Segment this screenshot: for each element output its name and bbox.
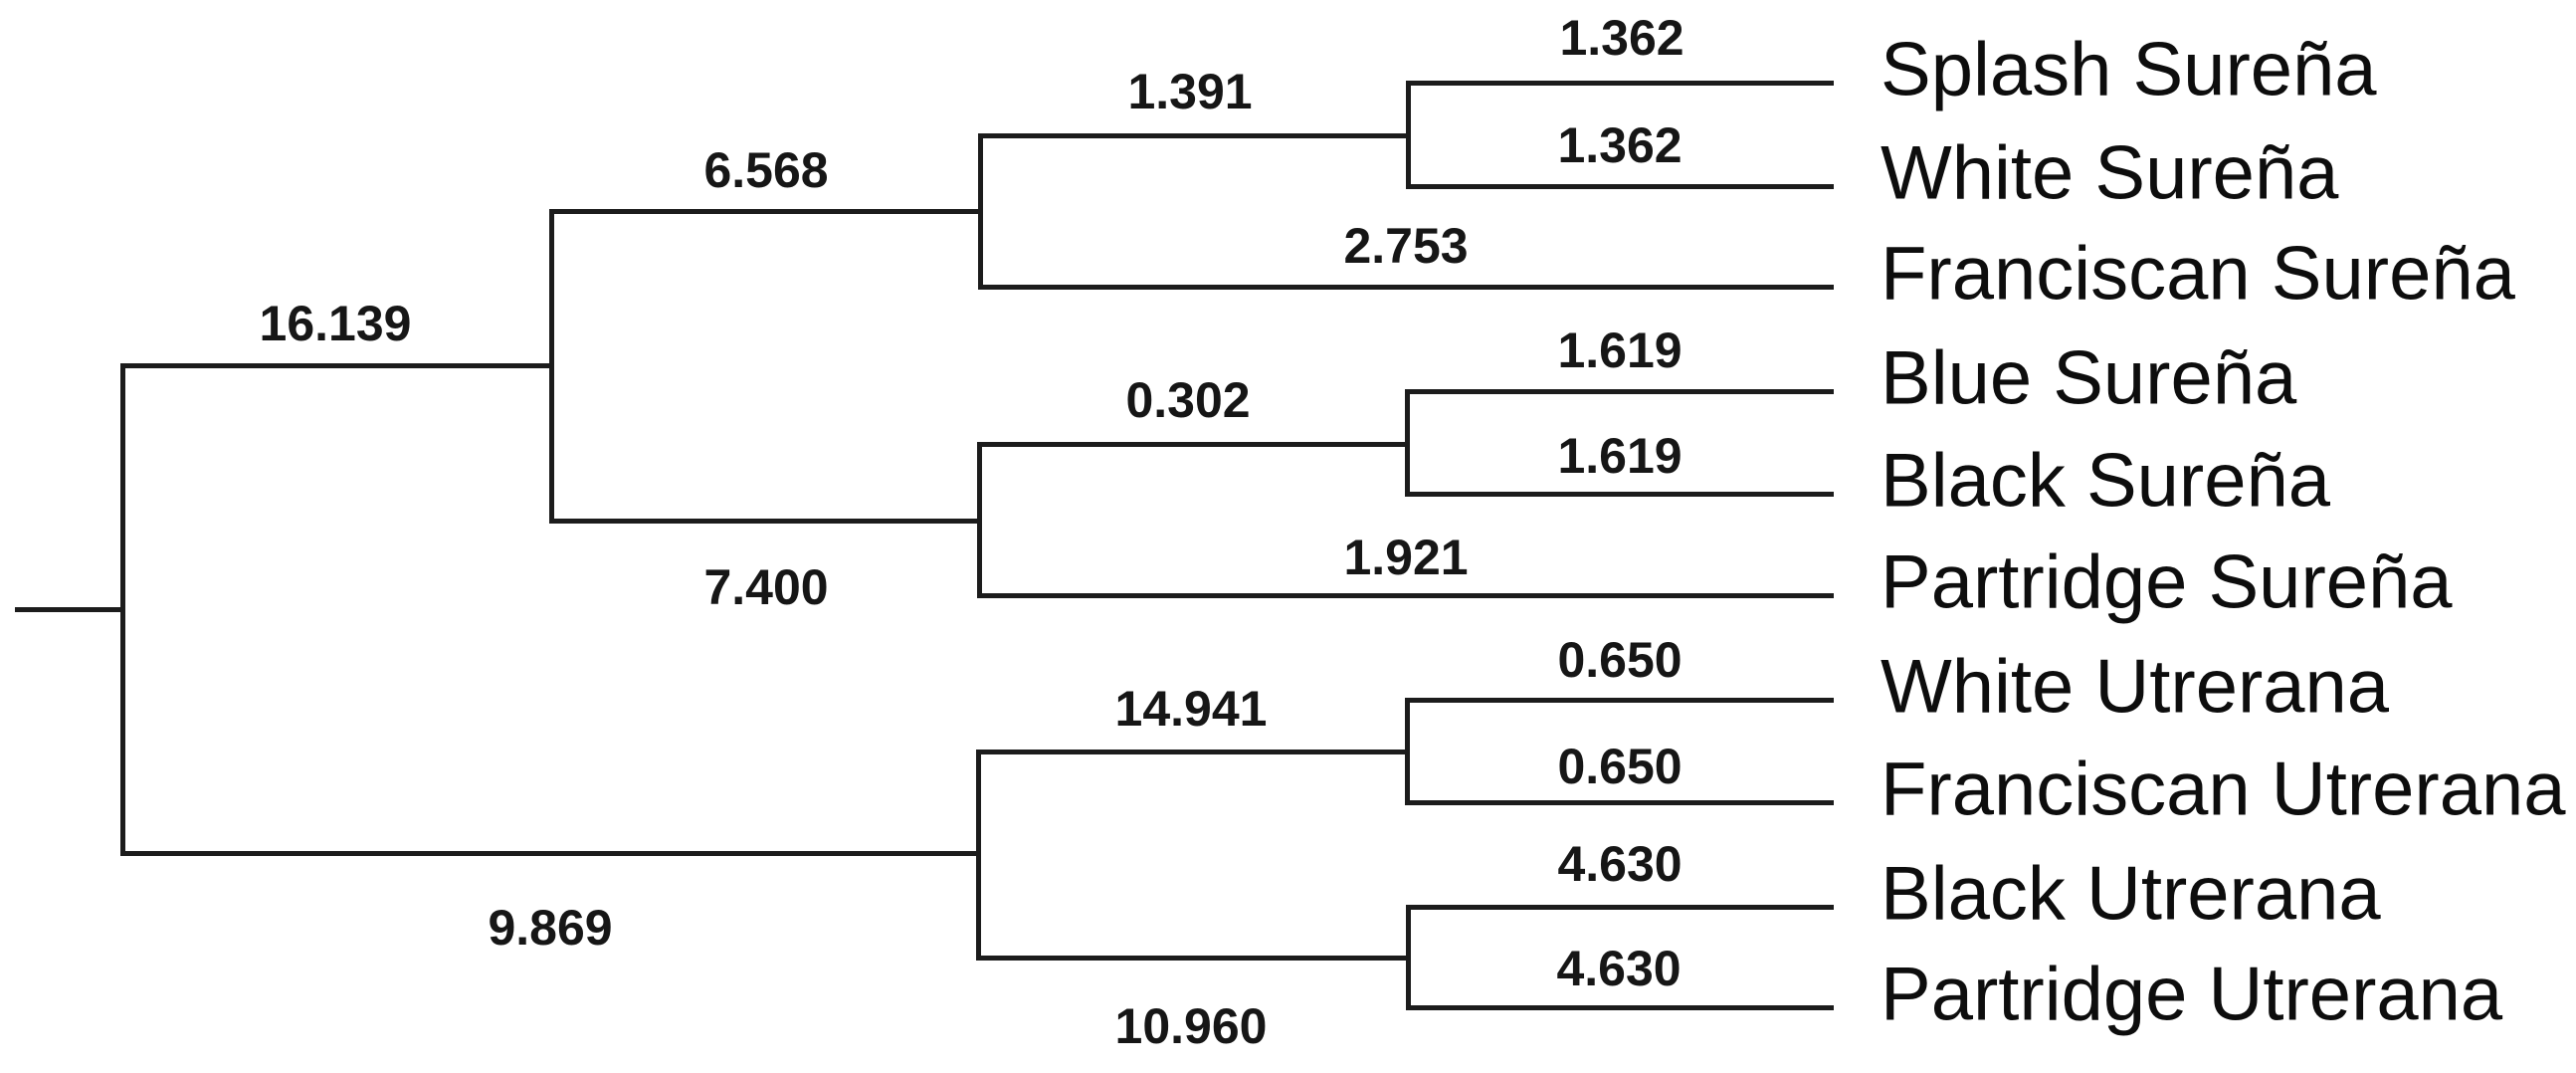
splash-white-franciscan-branch-length: 6.568: [703, 142, 829, 198]
leaf-branch-length-franciscan-surena: 2.753: [1343, 218, 1469, 274]
leaf-branch-line-white-utrerana: [1405, 698, 1834, 703]
leaf-branch-line-partridge-surena: [977, 593, 1834, 598]
blue-black-partridge-branch-length: 7.400: [703, 559, 829, 615]
white-franciscan-utrerana-branch-line: [976, 750, 1409, 754]
black-partridge-utrerana-branch-length: 10.960: [1114, 998, 1268, 1054]
leaf-branch-line-splash-surena: [1406, 81, 1834, 86]
leaf-label-black-utrerana: Black Utrerana: [1881, 851, 2381, 937]
leaf-label-partridge-utrerana: Partridge Utrerana: [1881, 952, 2503, 1037]
leaf-branch-line-white-surena: [1406, 184, 1834, 189]
leaf-label-partridge-surena: Partridge Sureña: [1881, 539, 2453, 625]
black-partridge-utrerana-branch-line: [976, 956, 1410, 961]
blue-black-partridge-branch-line: [549, 519, 981, 524]
leaf-branch-line-blue-surena: [1405, 389, 1834, 394]
leaf-branch-line-partridge-utrerana: [1406, 1005, 1834, 1010]
leaf-branch-length-white-utrerana: 0.650: [1557, 632, 1683, 688]
surena-clade-branch-line: [120, 363, 553, 368]
blue-black-node-connector: [1405, 389, 1410, 496]
leaf-branch-length-blue-surena: 1.619: [1557, 322, 1683, 378]
leaf-branch-length-black-surena: 1.619: [1557, 428, 1683, 484]
leaf-label-white-utrerana: White Utrerana: [1881, 644, 2390, 730]
splash-white-franciscan-branch-line: [549, 209, 982, 214]
leaf-branch-length-black-utrerana: 4.630: [1557, 836, 1683, 892]
surena-clade-node-connector: [549, 209, 554, 523]
root-branch-line: [15, 607, 124, 612]
leaf-branch-length-splash-surena: 1.362: [1559, 10, 1684, 66]
splash-white-franciscan-node-connector: [978, 133, 983, 289]
white-franciscan-utrerana-node-connector: [1405, 698, 1410, 804]
leaf-label-blue-surena: Blue Sureña: [1881, 335, 2297, 421]
splash-white-branch-length: 1.391: [1127, 64, 1253, 119]
blue-black-branch-length: 0.302: [1125, 372, 1251, 428]
blue-black-branch-line: [977, 442, 1409, 447]
leaf-branch-length-partridge-surena: 1.921: [1343, 530, 1469, 585]
leaf-branch-length-white-surena: 1.362: [1557, 117, 1683, 173]
utrerana-clade-node-connector: [976, 750, 981, 960]
splash-white-node-connector: [1406, 81, 1411, 188]
utrerana-clade-branch-line: [120, 851, 980, 856]
leaf-label-black-surena: Black Sureña: [1881, 438, 2331, 524]
leaf-label-white-surena: White Sureña: [1881, 130, 2339, 216]
blue-black-partridge-node-connector: [977, 442, 982, 597]
root-node-connector: [120, 363, 125, 855]
black-partridge-utrerana-node-connector: [1406, 905, 1411, 1009]
surena-clade-branch-length: 16.139: [259, 296, 412, 351]
utrerana-clade-branch-length: 9.869: [488, 900, 613, 956]
leaf-label-splash-surena: Splash Sureña: [1881, 27, 2377, 112]
leaf-branch-length-franciscan-utrerana: 0.650: [1557, 739, 1683, 794]
leaf-branch-line-franciscan-surena: [978, 285, 1834, 290]
leaf-branch-length-partridge-utrerana: 4.630: [1556, 941, 1682, 996]
white-franciscan-utrerana-branch-length: 14.941: [1114, 681, 1268, 737]
leaf-branch-line-black-surena: [1405, 492, 1834, 497]
leaf-label-franciscan-utrerana: Franciscan Utrerana: [1881, 747, 2566, 832]
leaf-branch-line-black-utrerana: [1406, 905, 1834, 910]
leaf-branch-line-franciscan-utrerana: [1405, 800, 1834, 805]
splash-white-branch-line: [978, 133, 1410, 138]
leaf-label-franciscan-surena: Franciscan Sureña: [1881, 231, 2515, 317]
